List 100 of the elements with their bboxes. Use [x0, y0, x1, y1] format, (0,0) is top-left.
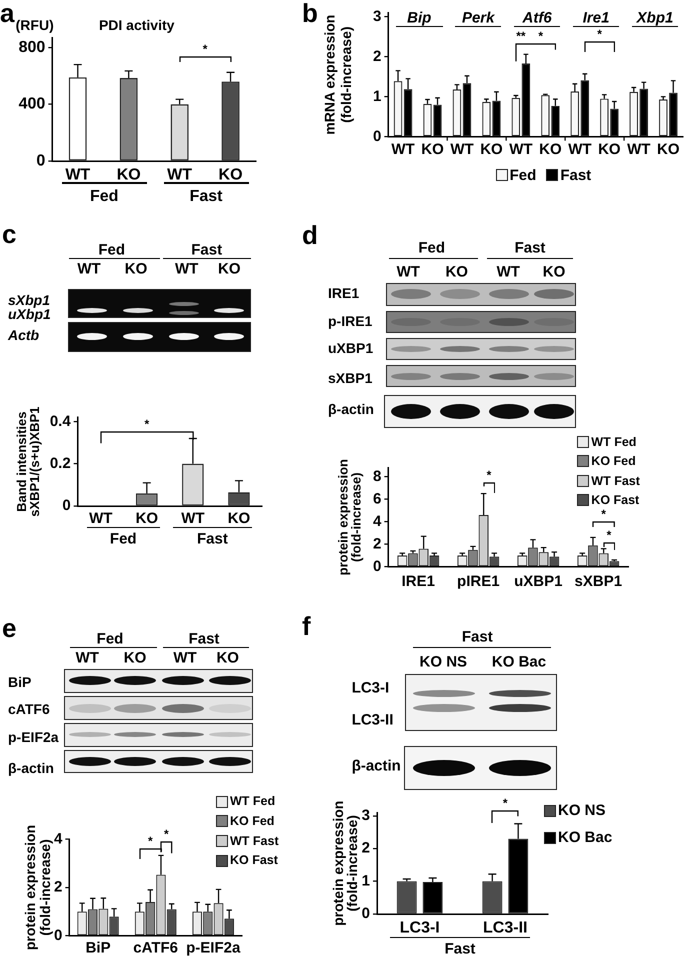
y-tick-label: 0.4 — [50, 412, 72, 430]
y-tick-label: 800 — [18, 38, 46, 56]
text: IRE1 — [328, 285, 360, 302]
y-tick-label: 400 — [18, 96, 46, 113]
text: Fast — [197, 530, 228, 548]
text: p-IRE1 — [328, 313, 372, 329]
y-tick-label: 0 — [62, 497, 71, 514]
x-tick-label: WT — [450, 141, 474, 158]
text: LC3-I — [352, 679, 390, 696]
y-axis-title: protein expression (fold-increase) — [330, 800, 360, 926]
text: β-actin — [328, 401, 374, 418]
text: Fed — [418, 240, 446, 257]
legend-label: WT Fast — [591, 474, 640, 488]
annotation: * — [202, 42, 208, 56]
text: Fed — [96, 630, 124, 648]
text: KO — [124, 650, 146, 667]
legend-label: Fast — [560, 166, 592, 184]
text: KO — [124, 260, 148, 278]
y-tick-label: 6 — [372, 490, 382, 508]
x-tick-label: KO — [218, 166, 243, 184]
legend-label: KO Fed — [591, 454, 636, 468]
y-tick-label: 3 — [372, 8, 382, 25]
y-tick-label: 2 — [54, 878, 62, 896]
y-tick-label: 4 — [372, 512, 382, 530]
x-tick-label: WT — [89, 510, 112, 528]
y-tick-label: 0 — [372, 558, 382, 575]
text: KO NS — [420, 653, 468, 670]
y-tick-label: 4 — [54, 830, 63, 848]
y-tick-label: 0 — [372, 128, 382, 145]
text: * — [502, 796, 508, 810]
y-tick-label: 0 — [54, 926, 62, 944]
text: LC3-II — [352, 712, 394, 728]
legend-label: WT Fed — [230, 794, 276, 808]
text: p-EIF2a — [8, 728, 59, 745]
y-tick-label: 1 — [362, 872, 370, 890]
annotation: * — [606, 528, 612, 542]
x-tick-label: WT — [627, 141, 650, 158]
x-tick-label: KO — [480, 141, 504, 158]
x-tick-label: BiP — [86, 939, 111, 956]
y-tick-label: 3 — [362, 807, 370, 824]
text: β-actin — [352, 758, 401, 774]
annotation: ** — [516, 29, 526, 44]
text: BiP — [8, 674, 32, 690]
text: β-actin — [8, 760, 54, 776]
text: WT — [175, 260, 198, 278]
x-tick-label: KO — [116, 166, 141, 184]
annotation: * — [538, 29, 543, 44]
x-tick-label: p-EIF2a — [186, 939, 241, 956]
y-tick-label: 2 — [372, 48, 382, 65]
text: KO — [542, 263, 566, 280]
annotation: Ire1 — [582, 10, 610, 26]
text: WT — [396, 263, 420, 280]
text: Fast — [462, 628, 493, 646]
text: sXBP1 — [328, 370, 372, 386]
y-tick-label: 0 — [362, 905, 370, 922]
text: uXBP1 — [328, 340, 374, 356]
y-tick-label: 2 — [372, 535, 382, 552]
legend-label: KO Fast — [230, 853, 278, 868]
text: WT — [496, 263, 520, 280]
annotation: * — [601, 507, 606, 521]
text: b — [302, 0, 318, 28]
x-tick-label: WT — [391, 141, 415, 158]
y-tick-label: 2 — [362, 840, 370, 857]
text: Fed — [110, 530, 137, 548]
y-tick-label: 8 — [372, 468, 382, 485]
annotation: Atf6 — [522, 10, 552, 26]
y-axis-title: protein expression (fold-increase) — [22, 824, 53, 950]
text: Fast — [191, 242, 222, 258]
text: c — [2, 219, 16, 249]
x-tick-label: WT — [65, 166, 90, 184]
text: KO Bac — [492, 653, 546, 670]
x-tick-label: KO — [657, 141, 680, 158]
text: a — [0, 0, 14, 28]
legend-label: WT Fast — [230, 834, 279, 848]
chart-title: PDI activity — [98, 17, 174, 33]
text: Fed — [510, 166, 536, 184]
y-tick-label: 0 — [36, 152, 46, 170]
y-axis-title: protein expression (fold-increase) — [336, 458, 364, 576]
x-tick-label: WT — [509, 141, 533, 158]
annotation: * — [486, 468, 492, 482]
legend-label: KO Bac — [558, 829, 612, 846]
y-axis-title: (RFU) — [16, 17, 54, 33]
annotation: * — [144, 417, 150, 431]
text: KO — [445, 263, 468, 280]
legend-label: KO Fed — [230, 814, 274, 828]
x-tick-label: KO — [136, 510, 158, 528]
text: WT — [77, 260, 101, 278]
x-tick-label: WT — [568, 141, 592, 158]
x-tick-label: KO — [598, 141, 621, 158]
x-tick-label: sXBP1 — [574, 572, 622, 590]
x-tick-label: pIRE1 — [457, 572, 500, 590]
x-tick-label: uXBP1 — [514, 572, 562, 590]
text: KO — [216, 650, 239, 667]
text: Actb — [8, 327, 40, 343]
x-tick-label: IRE1 — [402, 572, 435, 590]
legend-label: KO NS — [558, 802, 606, 820]
text: Fast — [188, 630, 220, 648]
x-tick-label: WT — [181, 510, 205, 528]
text: sXbp1 — [8, 292, 50, 308]
text: WT — [173, 650, 197, 667]
